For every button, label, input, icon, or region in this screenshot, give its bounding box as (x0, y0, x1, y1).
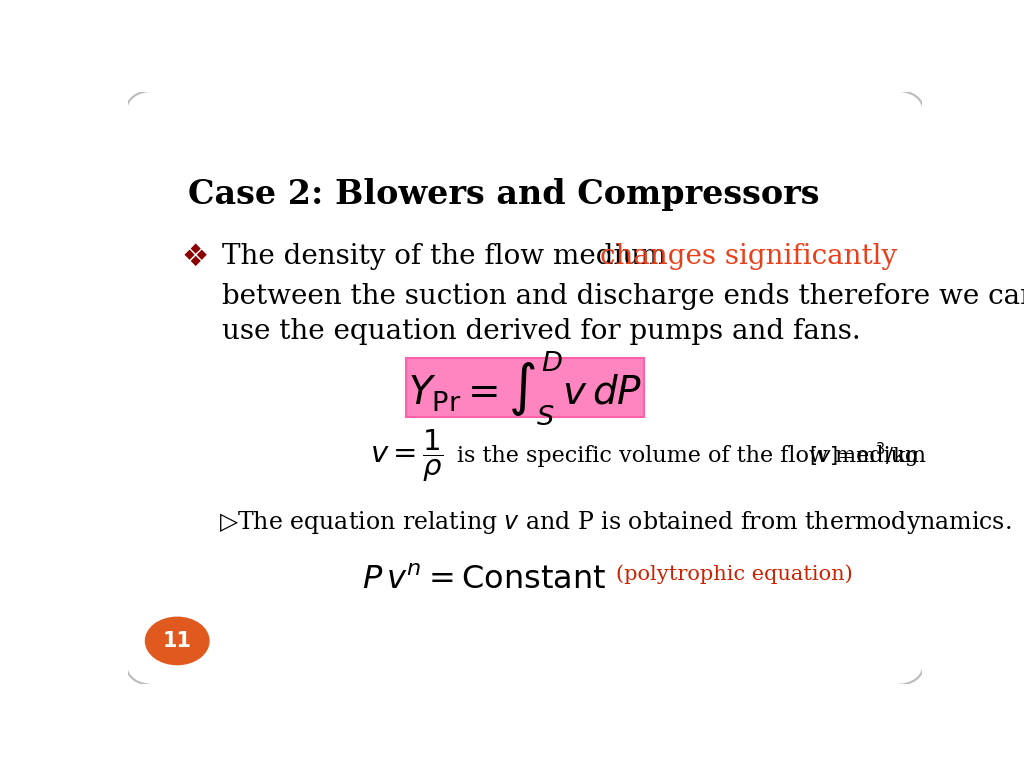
Text: $P\,v^n = \mathrm{Constant}$: $P\,v^n = \mathrm{Constant}$ (362, 565, 606, 596)
Text: ❖: ❖ (182, 243, 209, 272)
Text: is the specific volume of the flow medium: is the specific volume of the flow mediu… (458, 445, 934, 467)
FancyBboxPatch shape (126, 91, 924, 685)
Text: $v = \dfrac{1}{\rho}$: $v = \dfrac{1}{\rho}$ (370, 428, 443, 484)
Text: The density of the flow medium: The density of the flow medium (221, 243, 675, 270)
Text: $\triangleright$The equation relating $v$ and P is obtained from thermodynamics.: $\triangleright$The equation relating $v… (219, 509, 1012, 536)
Text: $Y_{\mathrm{Pr}} = \int_S^D v\,dP$: $Y_{\mathrm{Pr}} = \int_S^D v\,dP$ (408, 349, 642, 427)
Text: (polytrophic equation): (polytrophic equation) (616, 564, 853, 584)
Circle shape (145, 617, 209, 664)
Text: $[v]$=m$^3$/kg: $[v]$=m$^3$/kg (809, 442, 920, 471)
Text: 11: 11 (163, 631, 191, 651)
Text: use the equation derived for pumps and fans.: use the equation derived for pumps and f… (221, 318, 860, 345)
FancyBboxPatch shape (406, 358, 644, 418)
Text: Case 2: Blowers and Compressors: Case 2: Blowers and Compressors (187, 178, 819, 211)
Text: between the suction and discharge ends therefore we cannot: between the suction and discharge ends t… (221, 283, 1024, 310)
Text: changes significantly: changes significantly (600, 243, 897, 270)
